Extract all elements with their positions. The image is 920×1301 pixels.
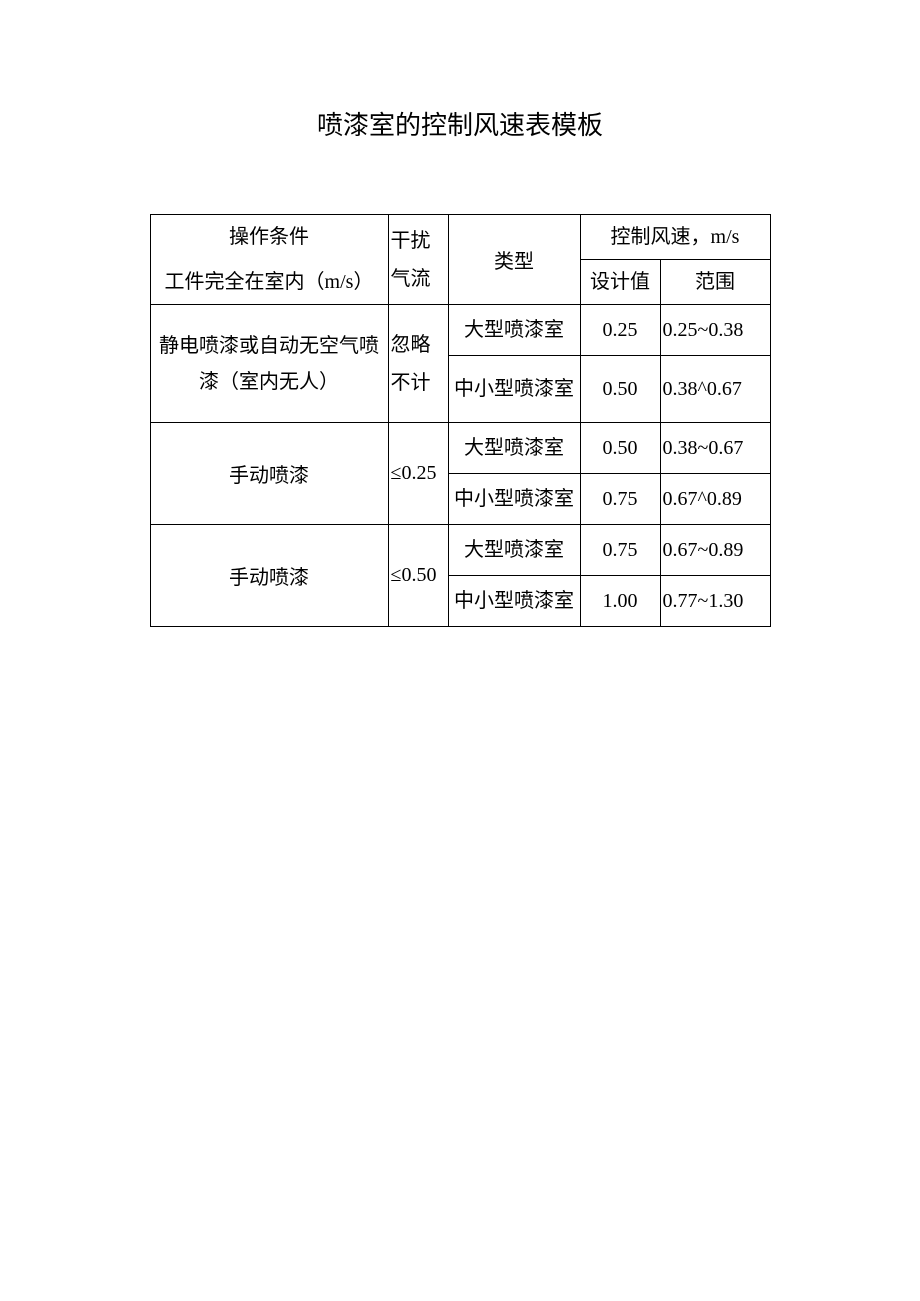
cell-range: 0.77~1.30 (660, 576, 770, 627)
cell-airflow: 忽略不计 (388, 305, 448, 423)
cell-type: 中小型喷漆室 (448, 474, 580, 525)
header-condition-line1: 操作条件 (150, 215, 388, 260)
cell-design: 0.50 (580, 356, 660, 423)
cell-condition: 手动喷漆 (150, 423, 388, 525)
table-row: 手动喷漆 ≤0.25 大型喷漆室 0.50 0.38~0.67 (150, 423, 770, 474)
cell-type: 大型喷漆室 (448, 423, 580, 474)
cell-design: 0.50 (580, 423, 660, 474)
cell-type: 大型喷漆室 (448, 305, 580, 356)
cell-range: 0.67^0.89 (660, 474, 770, 525)
cell-design: 0.75 (580, 474, 660, 525)
wind-speed-table: 操作条件 干扰气流 类型 控制风速，m/s 工件完全在室内（m/s） 设计值 范… (150, 214, 771, 627)
cell-range: 0.67~0.89 (660, 525, 770, 576)
cell-airflow: ≤0.25 (388, 423, 448, 525)
cell-condition: 手动喷漆 (150, 525, 388, 627)
cell-airflow: ≤0.50 (388, 525, 448, 627)
cell-type: 中小型喷漆室 (448, 356, 580, 423)
cell-range: 0.38^0.67 (660, 356, 770, 423)
cell-type: 中小型喷漆室 (448, 576, 580, 627)
cell-condition: 静电喷漆或自动无空气喷漆（室内无人） (150, 305, 388, 423)
header-control-speed: 控制风速，m/s (580, 215, 770, 260)
page-title: 喷漆室的控制风速表模板 (0, 105, 920, 142)
header-row-1: 操作条件 干扰气流 类型 控制风速，m/s (150, 215, 770, 260)
table-container: 操作条件 干扰气流 类型 控制风速，m/s 工件完全在室内（m/s） 设计值 范… (0, 214, 920, 627)
header-type: 类型 (448, 215, 580, 305)
header-design: 设计值 (580, 260, 660, 305)
cell-design: 0.25 (580, 305, 660, 356)
table-row: 静电喷漆或自动无空气喷漆（室内无人） 忽略不计 大型喷漆室 0.25 0.25~… (150, 305, 770, 356)
cell-design: 0.75 (580, 525, 660, 576)
header-condition-line2: 工件完全在室内（m/s） (150, 260, 388, 305)
cell-type: 大型喷漆室 (448, 525, 580, 576)
cell-range: 0.38~0.67 (660, 423, 770, 474)
table-row: 手动喷漆 ≤0.50 大型喷漆室 0.75 0.67~0.89 (150, 525, 770, 576)
cell-design: 1.00 (580, 576, 660, 627)
header-airflow: 干扰气流 (388, 215, 448, 305)
cell-range: 0.25~0.38 (660, 305, 770, 356)
header-range: 范围 (660, 260, 770, 305)
